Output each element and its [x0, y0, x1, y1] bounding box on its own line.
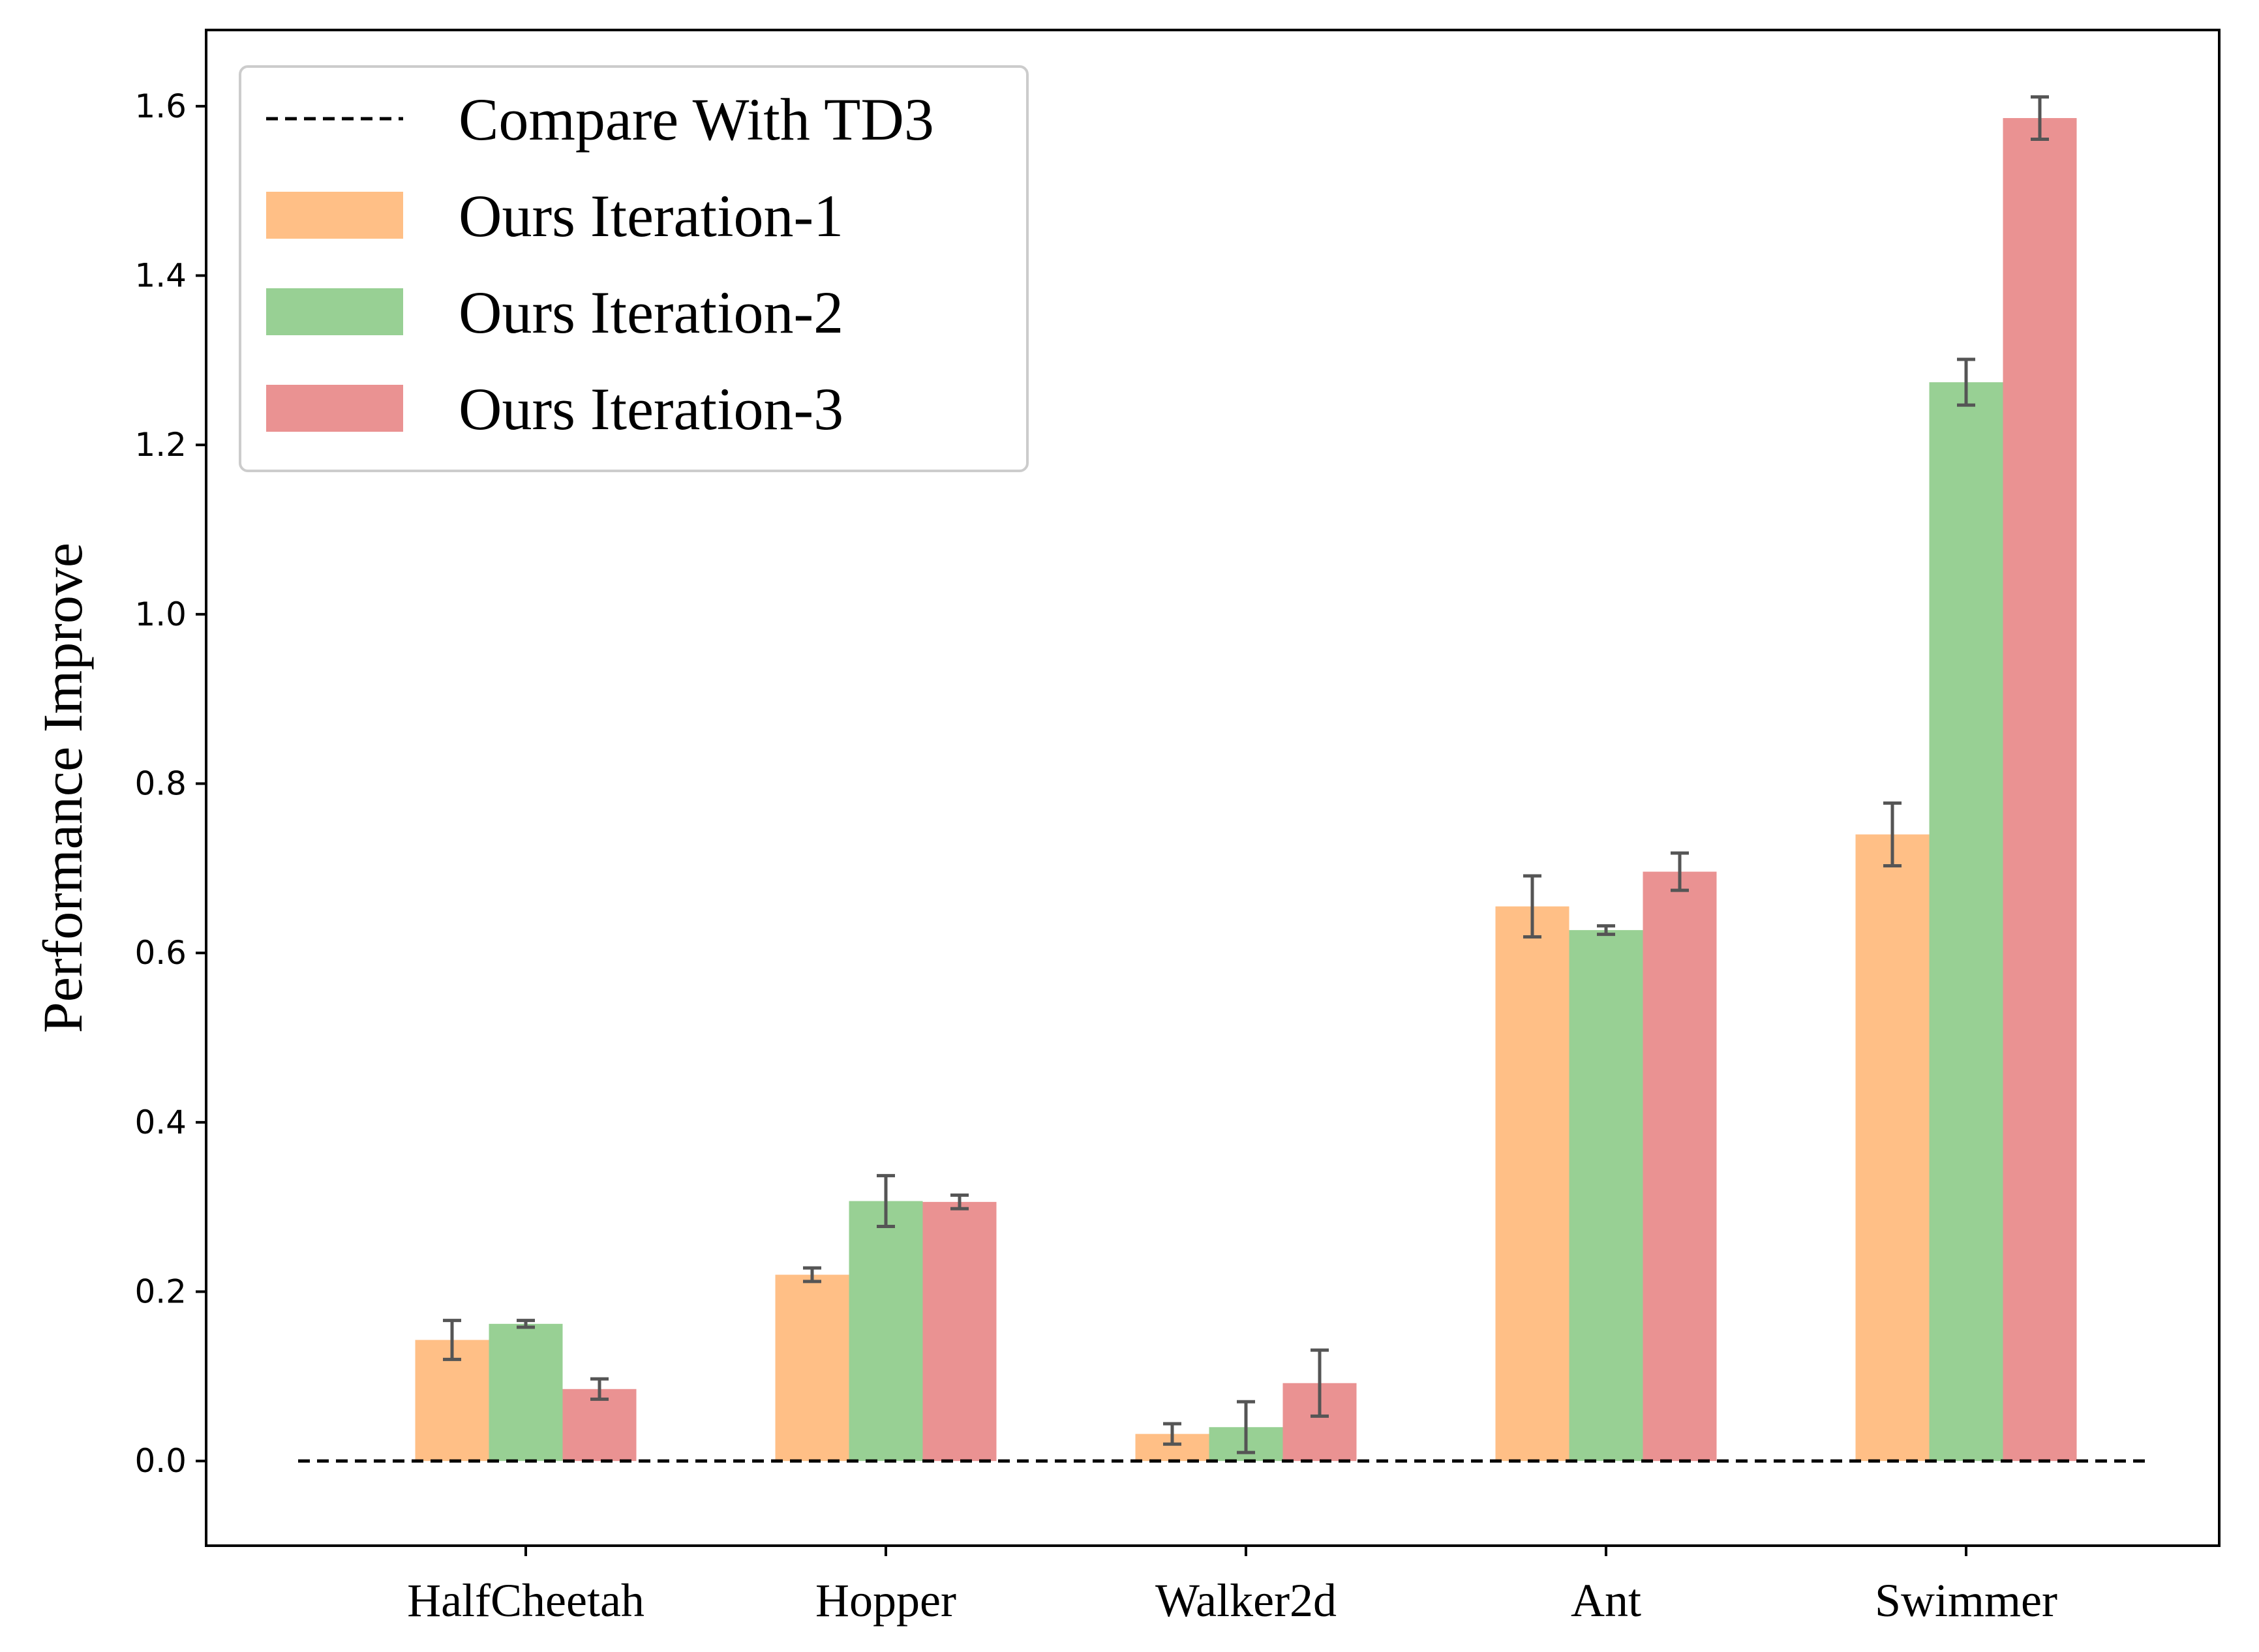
bar-ant-series-2 [1569, 930, 1643, 1462]
error-bar-ant-series-2 [1597, 924, 1615, 937]
bar-halfcheetah-series-2 [489, 1323, 563, 1462]
error-bar-halfcheetah-series-2 [517, 1319, 535, 1329]
legend-label-reference-line: Compare With TD3 [459, 86, 934, 153]
y-tick-label: 1.4 [134, 257, 187, 295]
error-bar-swimmer-series-3 [2031, 95, 2049, 141]
y-tick-label: 0.4 [134, 1104, 187, 1141]
y-tick-label: 1.6 [134, 87, 187, 125]
error-bars-layer [443, 95, 2049, 1454]
y-tick-label: 0.2 [134, 1273, 187, 1311]
legend-series-entries: Ours Iteration-1 Ours Iteration-2 Ours Ite… [266, 183, 843, 442]
x-tick-label-halfcheetah: HalfCheetah [407, 1574, 644, 1627]
error-bar-hopper-series-2 [877, 1174, 895, 1229]
error-bar-swimmer-series-2 [1957, 357, 1975, 407]
error-bar-walker2d-series-3 [1311, 1348, 1329, 1418]
y-tick-label: 0.8 [134, 765, 187, 803]
bars-layer [415, 118, 2077, 1462]
x-tick-label-hopper: Hopper [815, 1574, 956, 1627]
error-bar-ant-series-3 [1671, 851, 1689, 892]
bar-ant-series-1 [1495, 906, 1569, 1462]
bar-hopper-series-1 [775, 1274, 849, 1462]
error-bar-halfcheetah-series-3 [590, 1377, 609, 1401]
plot-area-frame [205, 29, 2221, 1547]
legend-label-series-3: Ours Iteration-3 [459, 376, 843, 442]
y-tick-label: 0.6 [134, 934, 187, 972]
legend-swatch-series-2 [266, 288, 403, 335]
y-axis-ticks: 0.0 0.2 0.4 0.6 0.8 1.0 1.2 1.4 1.6 [134, 87, 206, 1480]
bar-swimmer-series-1 [1855, 834, 1930, 1462]
y-tick-label: 1.0 [134, 595, 187, 633]
legend-label-series-2: Ours Iteration-2 [459, 279, 843, 346]
x-axis-ticks: HalfCheetah Hopper Walker2d Ant Swimmer [407, 1546, 2057, 1627]
x-tick-label-ant: Ant [1571, 1574, 1641, 1627]
error-bar-ant-series-1 [1523, 874, 1541, 939]
legend-box [239, 65, 1029, 472]
bar-halfcheetah-series-3 [562, 1389, 637, 1462]
y-tick-label: 1.2 [134, 426, 187, 464]
x-tick-label-walker2d: Walker2d [1155, 1574, 1337, 1627]
error-bar-halfcheetah-series-1 [443, 1319, 461, 1361]
error-bar-walker2d-series-1 [1163, 1422, 1181, 1446]
legend-label-series-1: Ours Iteration-1 [459, 183, 843, 249]
error-bar-hopper-series-3 [950, 1193, 969, 1210]
bar-ant-series-3 [1643, 871, 1717, 1462]
bar-hopper-series-3 [922, 1201, 997, 1462]
legend-swatch-series-1 [266, 192, 403, 239]
error-bar-swimmer-series-1 [1883, 801, 1902, 867]
x-tick-label-swimmer: Swimmer [1875, 1574, 2057, 1627]
legend-swatch-series-3 [266, 385, 403, 432]
bar-hopper-series-2 [849, 1201, 923, 1462]
bar-swimmer-series-2 [1929, 382, 2003, 1462]
error-bar-walker2d-series-2 [1237, 1400, 1255, 1454]
y-tick-label: 0.0 [134, 1442, 187, 1480]
error-bar-hopper-series-1 [803, 1266, 821, 1284]
bar-swimmer-series-3 [2003, 118, 2077, 1462]
y-axis-label: Performance Improve [31, 543, 94, 1033]
